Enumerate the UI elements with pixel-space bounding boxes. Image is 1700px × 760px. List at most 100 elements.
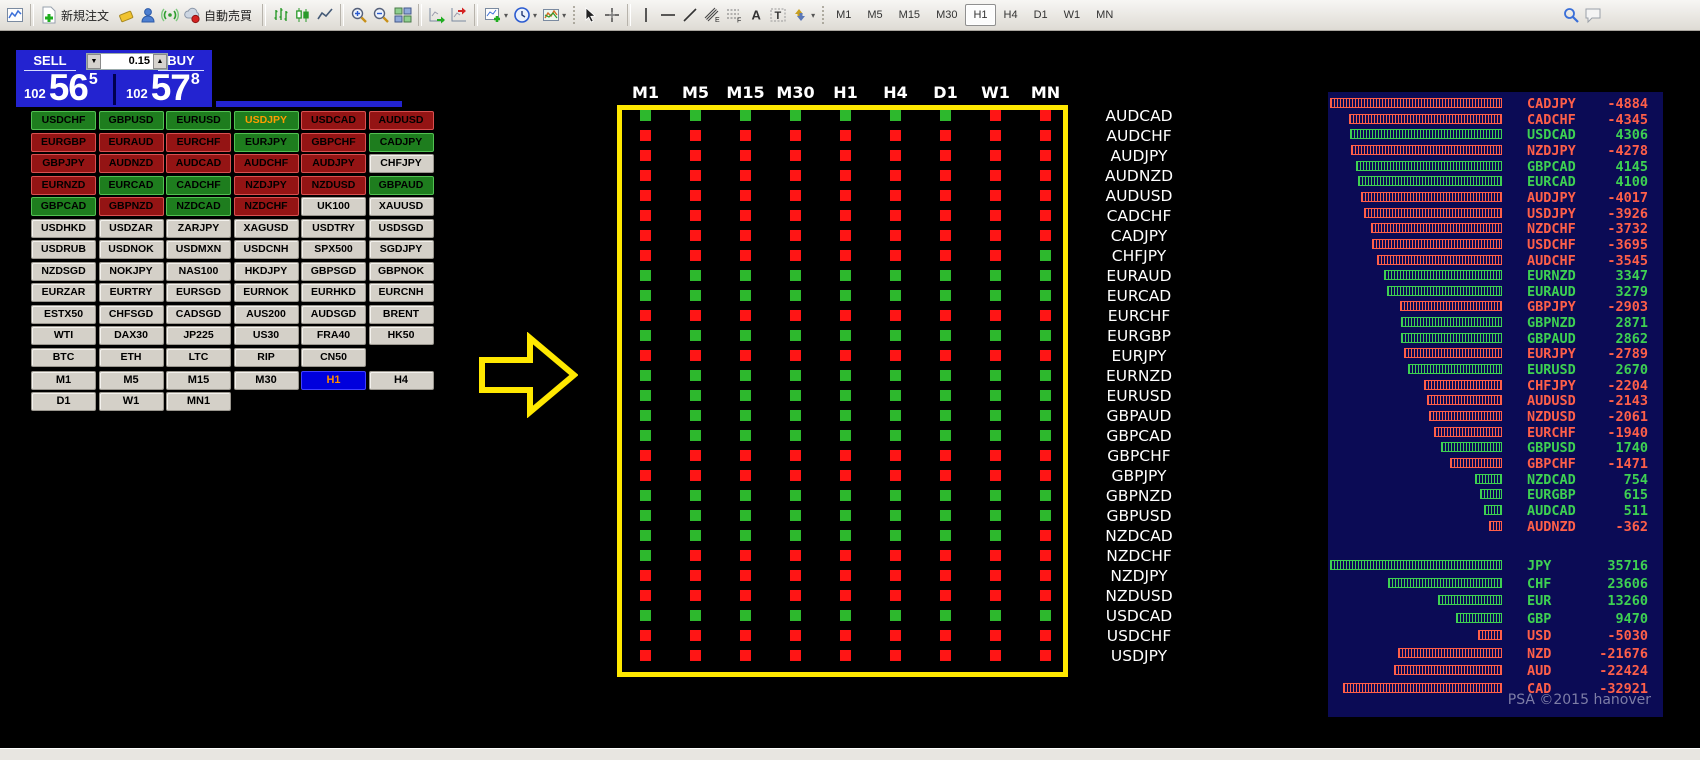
candles-chart-icon[interactable]: [292, 4, 314, 26]
symbol-button-xauusd[interactable]: XAUUSD: [368, 197, 434, 216]
symbol-button-audchf[interactable]: AUDCHF: [233, 154, 299, 173]
panel-timeframe-button-m30[interactable]: M30: [233, 371, 299, 390]
chart-window-icon[interactable]: [4, 4, 26, 26]
panel-timeframe-button-h4[interactable]: H4: [368, 371, 434, 390]
symbol-button-eurtry[interactable]: EURTRY: [98, 283, 164, 302]
new-order-button[interactable]: 新規注文: [61, 8, 110, 23]
symbol-button-btc[interactable]: BTC: [31, 347, 96, 367]
symbol-button-usdzar[interactable]: USDZAR: [98, 218, 164, 238]
zoom-out-icon[interactable]: [370, 4, 392, 26]
toolbar-timeframe-mn[interactable]: MN: [1096, 9, 1114, 21]
symbol-button-nzdsgd[interactable]: NZDSGD: [31, 261, 96, 281]
symbol-button-usdcad[interactable]: USDCAD: [301, 111, 366, 130]
arrows-dropdown-icon[interactable]: ▾: [811, 10, 816, 20]
trend-line-icon[interactable]: [679, 4, 701, 26]
symbol-button-sgdjpy[interactable]: SGDJPY: [368, 240, 434, 259]
symbol-button-xagusd[interactable]: XAGUSD: [233, 218, 299, 238]
symbol-button-cadchf[interactable]: CADCHF: [166, 175, 231, 195]
symbol-button-eurgbp[interactable]: EURGBP: [31, 132, 96, 152]
symbol-button-usdcnh[interactable]: USDCNH: [233, 240, 299, 259]
lot-size-value[interactable]: 0.15: [101, 54, 153, 69]
equidistant-channel-icon[interactable]: E: [701, 4, 723, 26]
periods-icon[interactable]: [511, 4, 533, 26]
symbol-button-eurzar[interactable]: EURZAR: [31, 283, 96, 302]
toolbar-timeframe-h1[interactable]: H1: [965, 4, 996, 26]
panel-timeframe-button-m5[interactable]: M5: [98, 371, 164, 390]
toolbar-timeframe-h4[interactable]: H4: [1003, 9, 1018, 21]
symbol-button-gbpaud[interactable]: GBPAUD: [368, 175, 434, 195]
symbol-button-eurcad[interactable]: EURCAD: [98, 175, 164, 195]
symbol-button-nas100[interactable]: NAS100: [166, 261, 231, 281]
symbol-button-nzdchf[interactable]: NZDCHF: [233, 197, 299, 216]
symbol-button-usdrub[interactable]: USDRUB: [31, 240, 96, 259]
arrows-icon[interactable]: [789, 4, 811, 26]
symbol-button-eursgd[interactable]: EURSGD: [166, 283, 231, 302]
symbol-button-eth[interactable]: ETH: [98, 347, 164, 367]
toolbar-timeframe-m1[interactable]: M1: [836, 9, 852, 21]
horizontal-line-icon[interactable]: [657, 4, 679, 26]
symbol-button-eurcnh[interactable]: EURCNH: [368, 283, 434, 302]
symbol-button-eurusd[interactable]: EURUSD: [166, 111, 231, 130]
symbol-button-us30[interactable]: US30: [233, 326, 299, 345]
symbol-button-usdsgd[interactable]: USDSGD: [368, 218, 434, 238]
symbol-button-audsgd[interactable]: AUDSGD: [301, 304, 366, 324]
symbol-button-eurnok[interactable]: EURNOK: [233, 283, 299, 302]
templates-dropdown-icon[interactable]: ▾: [562, 10, 567, 20]
eraser-icon[interactable]: [115, 4, 137, 26]
toolbar-timeframe-m30[interactable]: M30: [936, 9, 958, 21]
toolbar-timeframe-m5[interactable]: M5: [867, 9, 883, 21]
symbol-button-fra40[interactable]: FRA40: [301, 326, 366, 345]
chat-icon[interactable]: [1582, 4, 1604, 26]
tile-windows-icon[interactable]: [392, 4, 414, 26]
symbol-button-dax30[interactable]: DAX30: [98, 326, 164, 345]
symbol-button-gbpcad[interactable]: GBPCAD: [31, 197, 96, 216]
new-chart-icon[interactable]: [482, 4, 504, 26]
symbol-button-jp225[interactable]: JP225: [166, 326, 231, 345]
symbol-button-uk100[interactable]: UK100: [301, 197, 366, 216]
symbol-button-gbpjpy[interactable]: GBPJPY: [31, 154, 96, 173]
toolbar-timeframe-d1[interactable]: D1: [1033, 9, 1048, 21]
symbol-button-usdnok[interactable]: USDNOK: [98, 240, 164, 259]
symbol-button-euraud[interactable]: EURAUD: [98, 132, 164, 152]
symbol-button-cadsgd[interactable]: CADSGD: [166, 304, 231, 324]
symbol-button-gbpchf[interactable]: GBPCHF: [301, 132, 366, 152]
symbol-button-hk50[interactable]: HK50: [368, 326, 434, 345]
zoom-in-icon[interactable]: [348, 4, 370, 26]
symbol-button-wti[interactable]: WTI: [31, 326, 96, 345]
bars-chart-icon[interactable]: [270, 4, 292, 26]
periods-dropdown-icon[interactable]: ▾: [533, 10, 538, 20]
symbol-button-audjpy[interactable]: AUDJPY: [301, 154, 366, 173]
symbol-button-zarjpy[interactable]: ZARJPY: [166, 218, 231, 238]
fibonacci-icon[interactable]: F: [723, 4, 745, 26]
sell-button[interactable]: SELL: [24, 53, 76, 71]
lot-increase-button[interactable]: ▲: [153, 54, 167, 69]
symbol-button-audnzd[interactable]: AUDNZD: [98, 154, 164, 173]
symbol-button-nzdusd[interactable]: NZDUSD: [301, 175, 366, 195]
cursor-icon[interactable]: [579, 4, 601, 26]
chart-shift-icon[interactable]: [448, 4, 470, 26]
vertical-line-icon[interactable]: [635, 4, 657, 26]
symbol-button-gbpnzd[interactable]: GBPNZD: [98, 197, 164, 216]
symbol-button-nokjpy[interactable]: NOKJPY: [98, 261, 164, 281]
symbol-button-chfjpy[interactable]: CHFJPY: [368, 154, 434, 173]
lot-decrease-button[interactable]: ▼: [87, 54, 101, 69]
auto-trading-button[interactable]: 自動売買: [204, 8, 253, 23]
signals-icon[interactable]: [159, 4, 181, 26]
templates-icon[interactable]: [540, 4, 562, 26]
symbol-button-brent[interactable]: BRENT: [368, 304, 434, 324]
panel-timeframe-button-d1[interactable]: D1: [31, 392, 96, 411]
panel-timeframe-button-mn1[interactable]: MN1: [166, 392, 231, 411]
panel-timeframe-button-w1[interactable]: W1: [98, 392, 164, 411]
symbol-button-spx500[interactable]: SPX500: [301, 240, 366, 259]
buy-button[interactable]: BUY: [158, 53, 204, 71]
community-icon[interactable]: [137, 4, 159, 26]
symbol-button-eurnzd[interactable]: EURNZD: [31, 175, 96, 195]
symbol-button-eurchf[interactable]: EURCHF: [166, 132, 231, 152]
text-icon[interactable]: A: [745, 4, 767, 26]
toolbar-timeframe-w1[interactable]: W1: [1063, 9, 1081, 21]
symbol-button-usdjpy[interactable]: USDJPY: [233, 111, 299, 130]
search-icon[interactable]: [1560, 4, 1582, 26]
text-label-icon[interactable]: T: [767, 4, 789, 26]
symbol-button-usdhkd[interactable]: USDHKD: [31, 218, 96, 238]
symbol-button-ltc[interactable]: LTC: [166, 347, 231, 367]
